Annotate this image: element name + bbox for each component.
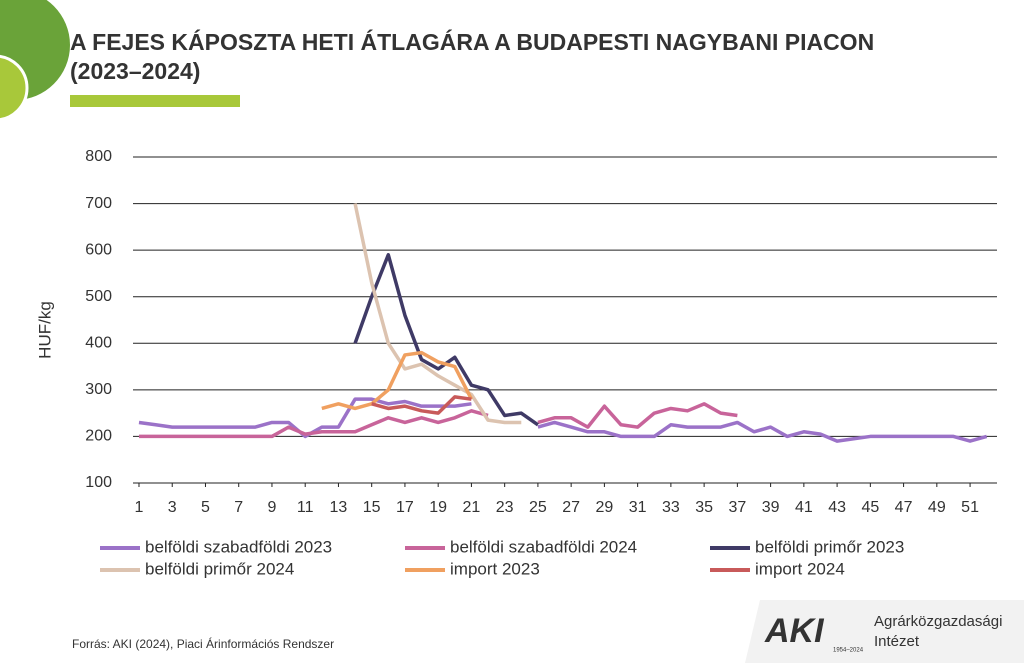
x-tick-label: 37 bbox=[728, 499, 746, 516]
y-tick-label: 100 bbox=[85, 474, 112, 491]
y-tick-label: 300 bbox=[85, 381, 112, 398]
line-series bbox=[321, 350, 473, 411]
legend-label: import 2023 bbox=[450, 559, 540, 578]
legend-label: belföldi szabadföldi 2024 bbox=[450, 537, 637, 556]
x-tick-label: 49 bbox=[928, 499, 946, 516]
logo-text: Intézet bbox=[874, 633, 920, 650]
logo-bg bbox=[745, 600, 1024, 663]
line-series bbox=[353, 203, 522, 425]
y-tick-label: 500 bbox=[85, 288, 112, 305]
x-tick-label: 13 bbox=[330, 499, 348, 516]
legend-label: belföldi primőr 2023 bbox=[755, 537, 904, 556]
source: Forrás: AKI (2024), Piaci Árinformációs … bbox=[72, 636, 334, 651]
x-tick-label: 33 bbox=[662, 499, 680, 516]
line-series bbox=[371, 395, 472, 415]
chart-title: (2023–2024) bbox=[70, 58, 200, 84]
x-tick-label: 19 bbox=[429, 499, 447, 516]
x-tick-label: 27 bbox=[562, 499, 580, 516]
x-tick-label: 17 bbox=[396, 499, 414, 516]
x-tick-label: 9 bbox=[268, 499, 277, 516]
chart-title: A FEJES KÁPOSZTA HETI ÁTLAGÁRA A BUDAPES… bbox=[70, 28, 874, 55]
x-tick-label: 51 bbox=[961, 499, 979, 516]
x-tick-label: 3 bbox=[168, 499, 177, 516]
legend-label: belföldi szabadföldi 2023 bbox=[145, 537, 332, 556]
logo-mark: AKI bbox=[764, 612, 825, 650]
y-tick-label: 400 bbox=[85, 335, 112, 352]
y-axis-label: HUF/kg bbox=[35, 301, 54, 359]
line-series bbox=[353, 253, 539, 427]
logo-years: 1954–2024 bbox=[833, 648, 864, 654]
x-tick-label: 29 bbox=[595, 499, 613, 516]
x-tick-label: 15 bbox=[363, 499, 381, 516]
legend-label: belföldi primőr 2024 bbox=[145, 559, 294, 578]
line-series bbox=[138, 397, 988, 443]
x-tick-label: 45 bbox=[861, 499, 879, 516]
y-tick-label: 700 bbox=[85, 195, 112, 212]
x-tick-label: 11 bbox=[297, 499, 314, 516]
y-tick-label: 600 bbox=[85, 241, 112, 258]
y-tick-label: 800 bbox=[85, 148, 112, 165]
logo-text: Agrárközgazdasági bbox=[874, 613, 1002, 630]
x-tick-label: 5 bbox=[201, 499, 210, 516]
x-tick-label: 25 bbox=[529, 499, 547, 516]
decor-circle bbox=[0, 54, 29, 122]
x-tick-label: 7 bbox=[234, 499, 243, 516]
x-tick-label: 1 bbox=[135, 499, 144, 516]
x-tick-label: 43 bbox=[828, 499, 846, 516]
title-underline bbox=[70, 95, 240, 107]
y-tick-label: 200 bbox=[85, 428, 112, 445]
x-tick-label: 21 bbox=[463, 499, 481, 516]
x-tick-label: 23 bbox=[496, 499, 514, 516]
x-tick-label: 39 bbox=[762, 499, 780, 516]
legend-label: import 2024 bbox=[755, 559, 845, 578]
x-tick-label: 47 bbox=[895, 499, 913, 516]
x-tick-label: 41 bbox=[795, 499, 813, 516]
x-tick-label: 35 bbox=[695, 499, 713, 516]
x-tick-label: 31 bbox=[629, 499, 647, 516]
line-series bbox=[138, 402, 738, 439]
